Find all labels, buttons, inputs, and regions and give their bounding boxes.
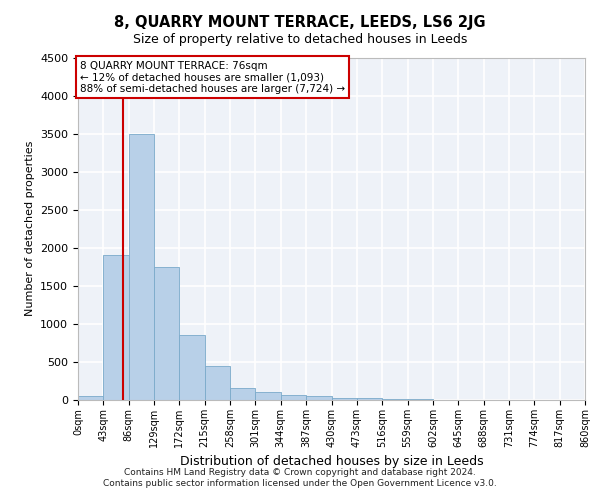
Bar [306, 396, 331, 400]
Bar [154, 267, 179, 400]
Text: Size of property relative to detached houses in Leeds: Size of property relative to detached ho… [133, 32, 467, 46]
Text: 8 QUARRY MOUNT TERRACE: 76sqm
← 12% of detached houses are smaller (1,093)
88% o: 8 QUARRY MOUNT TERRACE: 76sqm ← 12% of d… [80, 60, 345, 94]
Bar [331, 398, 357, 400]
Text: 8, QUARRY MOUNT TERRACE, LEEDS, LS6 2JG: 8, QUARRY MOUNT TERRACE, LEEDS, LS6 2JG [114, 15, 486, 30]
Bar [357, 398, 382, 400]
Bar [103, 256, 128, 400]
Bar [205, 366, 230, 400]
Bar [230, 388, 256, 400]
Bar [128, 134, 154, 400]
Y-axis label: Number of detached properties: Number of detached properties [25, 141, 35, 316]
Bar [179, 336, 205, 400]
Bar [281, 394, 306, 400]
Bar [382, 399, 407, 400]
Bar [78, 396, 103, 400]
Bar [256, 392, 281, 400]
Text: Contains HM Land Registry data © Crown copyright and database right 2024.
Contai: Contains HM Land Registry data © Crown c… [103, 468, 497, 487]
X-axis label: Distribution of detached houses by size in Leeds: Distribution of detached houses by size … [179, 456, 484, 468]
